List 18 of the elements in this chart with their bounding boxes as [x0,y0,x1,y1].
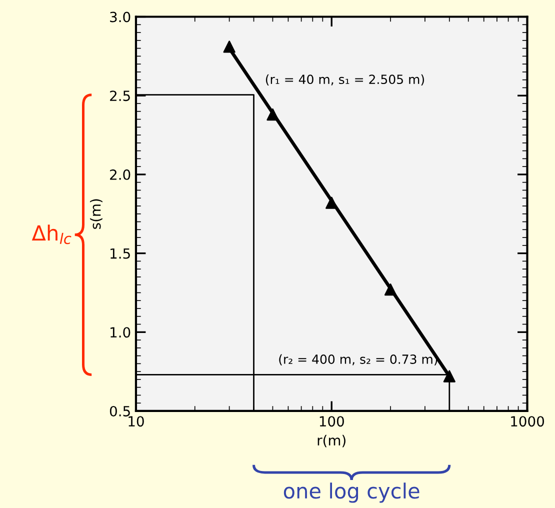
y-tick-label: 0.5 [110,406,130,416]
x-axis-title: r(m) [318,434,346,448]
point [326,196,338,209]
point [443,370,456,382]
x-tick-label: 100 [320,416,344,427]
y-tick-label: 1.5 [110,248,130,259]
y-tick-label: 1.0 [110,327,130,338]
annotation: (r₁ = 40 m, s₁ = 2.505 m) [266,74,424,86]
y-tick-label: 3.0 [110,12,130,22]
y-tick-label: 2.5 [110,90,130,102]
point [266,108,279,121]
text: one log cycle [284,482,420,503]
point [384,283,397,296]
text: Δh$_{lc}$ [32,224,72,244]
x-tick-label: 10 [128,416,144,427]
y-axis-title: s(m) [90,199,102,229]
y-tick-label: 2.0 [110,169,130,180]
x-tick-label: 1000 [511,416,544,427]
